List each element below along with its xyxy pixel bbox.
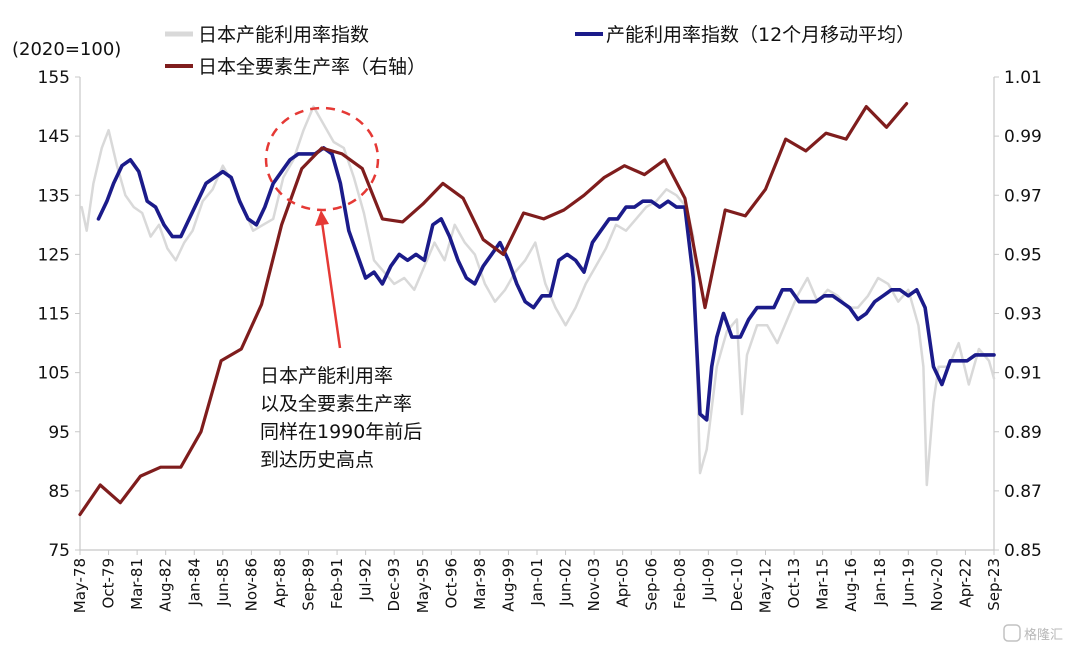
annotation-line-2: 以及全要素生产率	[260, 393, 412, 415]
x-tick-label: Jul-92	[357, 558, 375, 602]
x-tick-label: Nov-03	[585, 558, 603, 611]
x-tick-label: Jul-09	[699, 558, 717, 602]
left-tick-label: 145	[38, 127, 70, 147]
x-tick-label: Oct-79	[100, 558, 118, 608]
watermark: 格隆汇	[1003, 624, 1063, 643]
annotation-arrow-line	[320, 221, 342, 349]
capacity-utilization-line	[80, 105, 996, 487]
right-tick-label: 1.01	[1004, 68, 1042, 88]
annotation-line-1: 日本产能利用率	[260, 365, 393, 387]
left-tick-label: 75	[48, 541, 70, 561]
left-tick-label: 105	[38, 364, 70, 384]
legend-label-capacity: 日本产能利用率指数	[198, 24, 369, 46]
highlight-circle	[264, 106, 380, 212]
x-tick-label: Sep-23	[985, 558, 1003, 611]
x-tick-label: Jun-85	[214, 558, 232, 607]
watermark-text: 格隆汇	[1024, 627, 1063, 643]
right-tick-label: 0.87	[1004, 482, 1042, 502]
tfp-line	[78, 101, 909, 517]
right-tick-label: 0.93	[1004, 305, 1042, 325]
x-tick-label: Nov-86	[242, 558, 260, 611]
plot-area	[78, 101, 996, 517]
watermark-logo-icon	[1003, 624, 1021, 642]
legend-label-tfp: 日本全要素生产率（右轴）	[198, 56, 426, 78]
annotation-line-3: 同样在1990年前后	[260, 421, 422, 443]
right-tick-label: 0.95	[1004, 245, 1042, 265]
annotation-line-4: 到达历史高点	[260, 449, 374, 471]
left-tick-label: 115	[38, 305, 70, 325]
left-tick-label: 85	[48, 482, 70, 502]
x-tick-label: Aug-16	[842, 558, 860, 612]
x-tick-label: Apr-88	[271, 558, 289, 608]
x-tick-label: Dec-93	[385, 558, 403, 612]
x-tick-label: Jan-01	[528, 558, 546, 607]
x-tick-label: Mar-15	[814, 558, 832, 610]
x-tick-label: Jan-84	[185, 558, 203, 607]
x-tick-label: Aug-99	[499, 558, 517, 612]
annotation: 日本产能利用率 以及全要素生产率 同样在1990年前后 到达历史高点	[260, 106, 422, 471]
left-tick-label: 125	[38, 245, 70, 265]
x-tick-label: Mar-81	[128, 558, 146, 610]
left-tick-label: 155	[38, 68, 70, 88]
x-tick-label: Jun-19	[899, 558, 917, 607]
moving-average-line	[96, 146, 996, 422]
x-tick-label: Feb-91	[328, 558, 346, 609]
right-tick-label: 0.85	[1004, 541, 1042, 561]
right-tick-label: 0.97	[1004, 186, 1042, 206]
x-tick-label: Apr-05	[614, 558, 632, 608]
x-tick-label: Sep-06	[642, 558, 660, 611]
x-tick-label: Oct-96	[442, 558, 460, 608]
annotation-arrow-head	[315, 210, 329, 226]
x-tick-label: Jan-18	[871, 558, 889, 607]
right-tick-label: 0.99	[1004, 127, 1042, 147]
x-tick-label: Dec-10	[728, 558, 746, 612]
x-tick-label: May-95	[414, 558, 432, 613]
x-tick-label: Apr-22	[956, 558, 974, 608]
x-tick-label: Mar-98	[471, 558, 489, 610]
axes: 75 85 95 105 115 125 135 145 155 0.85 0.87 0.89 0.91…	[38, 68, 1042, 613]
x-tick-label: Sep-89	[300, 558, 318, 611]
legend: (2020=100) 日本产能利用率指数 产能利用率指数（12个月移动平均） 日…	[12, 24, 915, 78]
x-tick-label: Feb-08	[671, 558, 689, 609]
x-tick-label: Jun-02	[557, 558, 575, 607]
x-tick-label: Oct-13	[785, 558, 803, 608]
unit-label: (2020=100)	[12, 39, 121, 60]
right-tick-label: 0.91	[1004, 364, 1042, 384]
x-tick-label: Nov-20	[928, 558, 946, 611]
left-tick-label: 95	[48, 423, 70, 443]
legend-label-moving-average: 产能利用率指数（12个月移动平均）	[606, 24, 915, 46]
x-tick-label: Aug-82	[157, 558, 175, 612]
x-tick-label: May-78	[71, 558, 89, 613]
x-tick-label: May-12	[757, 558, 775, 613]
right-tick-label: 0.89	[1004, 423, 1042, 443]
left-tick-label: 135	[38, 186, 70, 206]
